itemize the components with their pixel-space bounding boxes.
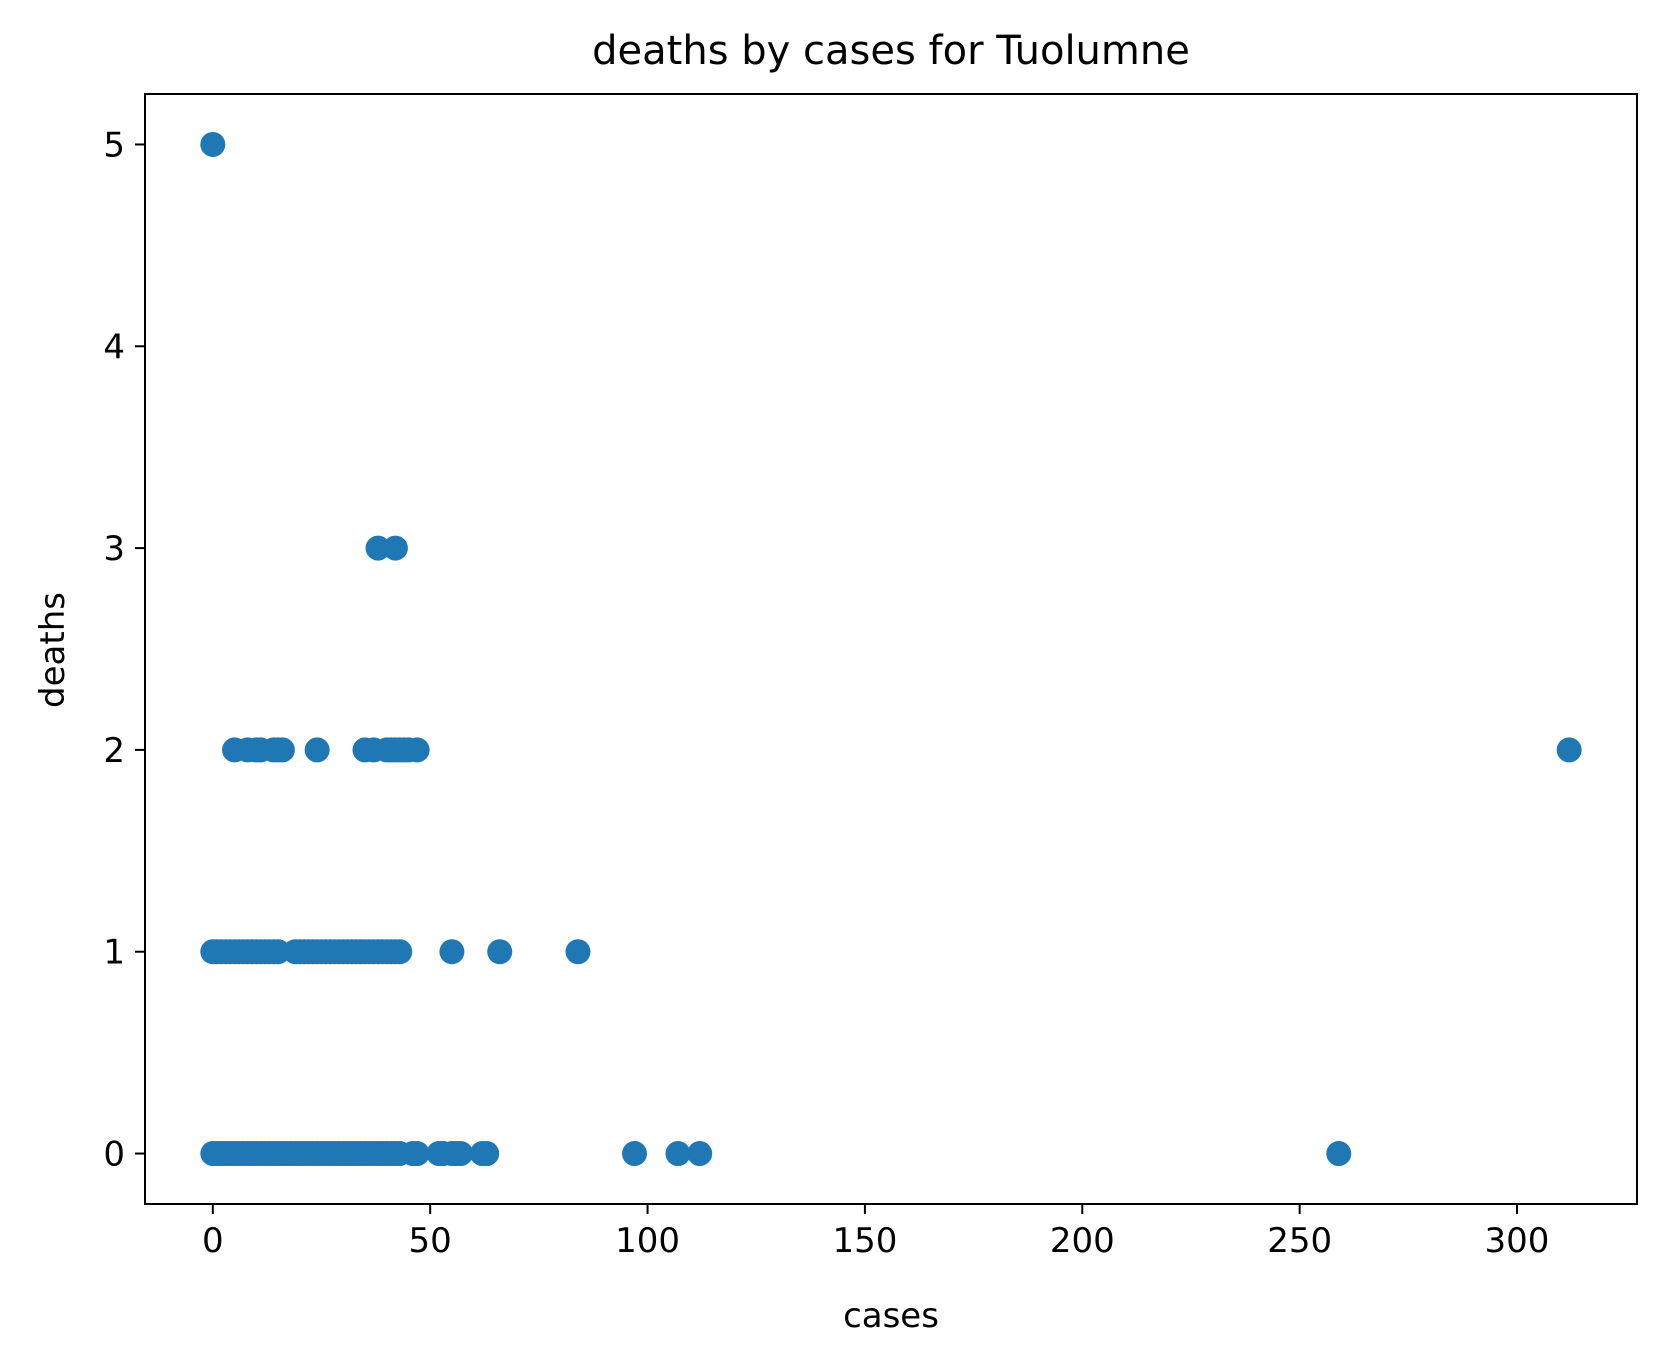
x-tick-label: 50 bbox=[409, 1221, 452, 1261]
y-tick-label: 1 bbox=[103, 933, 125, 973]
data-point bbox=[439, 939, 465, 965]
plot-area-frame bbox=[144, 93, 1638, 1205]
data-point bbox=[382, 535, 408, 561]
y-tick-label: 3 bbox=[103, 529, 125, 569]
x-tick-label: 200 bbox=[1050, 1221, 1115, 1261]
x-tick-label: 150 bbox=[832, 1221, 897, 1261]
data-point bbox=[665, 1141, 691, 1167]
data-point bbox=[474, 1141, 500, 1167]
data-points bbox=[200, 131, 1582, 1167]
y-tick-label: 5 bbox=[103, 125, 125, 165]
data-point bbox=[565, 939, 591, 965]
data-point bbox=[404, 737, 430, 763]
data-point bbox=[404, 1141, 430, 1167]
x-tick-label: 300 bbox=[1485, 1221, 1550, 1261]
data-point bbox=[1556, 737, 1582, 763]
chart-title: deaths by cases for Tuolumne bbox=[592, 28, 1190, 74]
data-point bbox=[387, 939, 413, 965]
data-point bbox=[622, 1141, 648, 1167]
data-point bbox=[487, 939, 513, 965]
data-point bbox=[448, 1141, 474, 1167]
y-axis-label: deaths bbox=[33, 592, 73, 708]
y-tick-label: 0 bbox=[103, 1135, 125, 1175]
y-axis-ticks: 0 1 2 3 4 5 bbox=[103, 125, 145, 1175]
data-point bbox=[265, 939, 291, 965]
y-tick-label: 4 bbox=[103, 327, 125, 367]
x-tick-label: 0 bbox=[202, 1221, 224, 1261]
data-point bbox=[1326, 1141, 1352, 1167]
x-axis-ticks: 0 50 100 150 200 250 300 bbox=[202, 1204, 1549, 1261]
data-point bbox=[365, 535, 391, 561]
y-tick-label: 2 bbox=[103, 731, 125, 771]
data-point bbox=[269, 737, 295, 763]
data-point bbox=[304, 737, 330, 763]
x-tick-label: 250 bbox=[1267, 1221, 1332, 1261]
x-axis-label: cases bbox=[843, 1296, 939, 1336]
data-point bbox=[200, 131, 226, 157]
data-point bbox=[687, 1141, 713, 1167]
x-tick-label: 100 bbox=[615, 1221, 680, 1261]
